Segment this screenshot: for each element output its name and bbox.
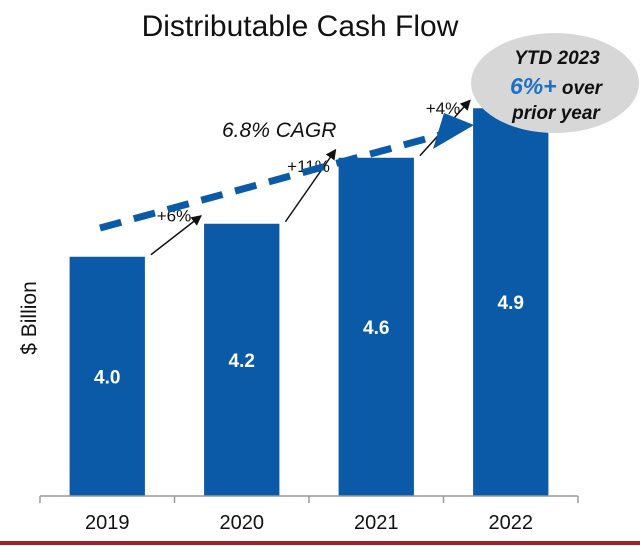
ytd-callout-line3: prior year [511, 103, 601, 124]
footer-rule [0, 541, 640, 545]
x-axis-tick-labels: 2019 2020 2021 2022 [85, 512, 533, 534]
x-tick-label: 2021 [354, 512, 399, 534]
chart-title: Distributable Cash Flow [142, 10, 459, 43]
cagr-label: 6.8% CAGR [222, 119, 336, 142]
cagr-trend-arrow [99, 113, 474, 232]
growth-arrow [150, 215, 202, 256]
growth-arrow [284, 148, 337, 223]
cagr-arrow-head [433, 113, 474, 149]
bar-data-label: 4.0 [94, 367, 120, 388]
x-axis-ticks [39, 496, 579, 503]
bar-data-label: 4.2 [229, 351, 255, 372]
bar-data-labels: 4.0 4.2 4.6 4.9 [94, 293, 524, 388]
ytd-callout: YTD 2023 6%+ over prior year [471, 33, 639, 133]
bar-2019 [69, 256, 145, 496]
growth-label: +6% [157, 206, 192, 225]
x-tick-label: 2022 [489, 512, 534, 534]
bar-2021 [338, 157, 414, 496]
bar-data-label: 4.6 [363, 318, 389, 339]
ytd-callout-line2-rest: over [557, 78, 604, 99]
bar-2020 [204, 223, 280, 496]
ytd-callout-bubble [471, 33, 639, 133]
x-tick-label: 2019 [85, 512, 130, 534]
growth-label: +4% [426, 99, 461, 118]
bar-2022 [473, 108, 549, 496]
bar-data-label: 4.9 [498, 293, 524, 314]
x-tick-label: 2020 [220, 512, 265, 534]
ytd-callout-highlight: 6%+ [510, 73, 557, 99]
ytd-callout-line2: 6%+ over [510, 73, 604, 99]
growth-labels: +6%+11%+4% [157, 99, 461, 225]
bar-series [69, 108, 549, 496]
ytd-callout-line1: YTD 2023 [514, 48, 600, 69]
y-axis-title: $ Billion [18, 281, 41, 355]
cagr-dashed-line [99, 131, 441, 232]
